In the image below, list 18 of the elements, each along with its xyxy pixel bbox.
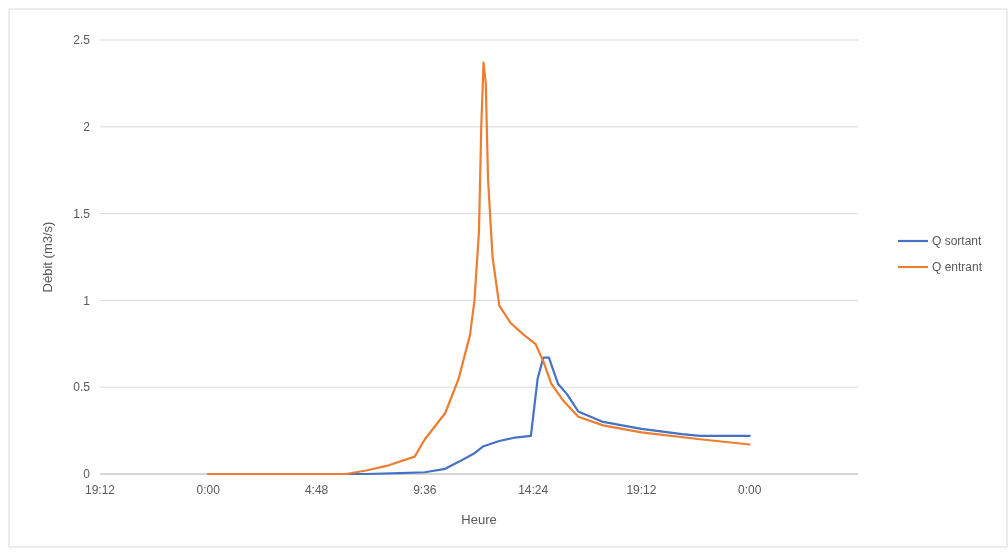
y-tick-label: 1 <box>83 293 91 308</box>
y-axis-title: Débit (m3/s) <box>40 221 55 293</box>
y-tick-label: 1.5 <box>73 206 91 221</box>
x-tick-label: 9:36 <box>413 483 437 497</box>
x-tick-label: 14:24 <box>518 483 549 497</box>
line-series <box>207 61 751 476</box>
legend-label: Q entrant <box>932 260 983 275</box>
y-tick-label: 0.5 <box>73 380 91 395</box>
y-tick-label: 2 <box>83 120 91 134</box>
x-axis-title: Heure <box>461 512 497 527</box>
x-tick-label: 0:00 <box>738 483 762 497</box>
y-tick-label: 0 <box>83 467 91 482</box>
x-tick-label: 19:12 <box>626 483 657 497</box>
x-tick-label: 0:00 <box>196 483 221 497</box>
legend-label: Q sortant <box>932 234 983 249</box>
x-tick-label: 19:12 <box>84 483 116 497</box>
y-tick-label: 2.5 <box>73 33 91 48</box>
x-tick-label: 4:48 <box>304 483 329 497</box>
